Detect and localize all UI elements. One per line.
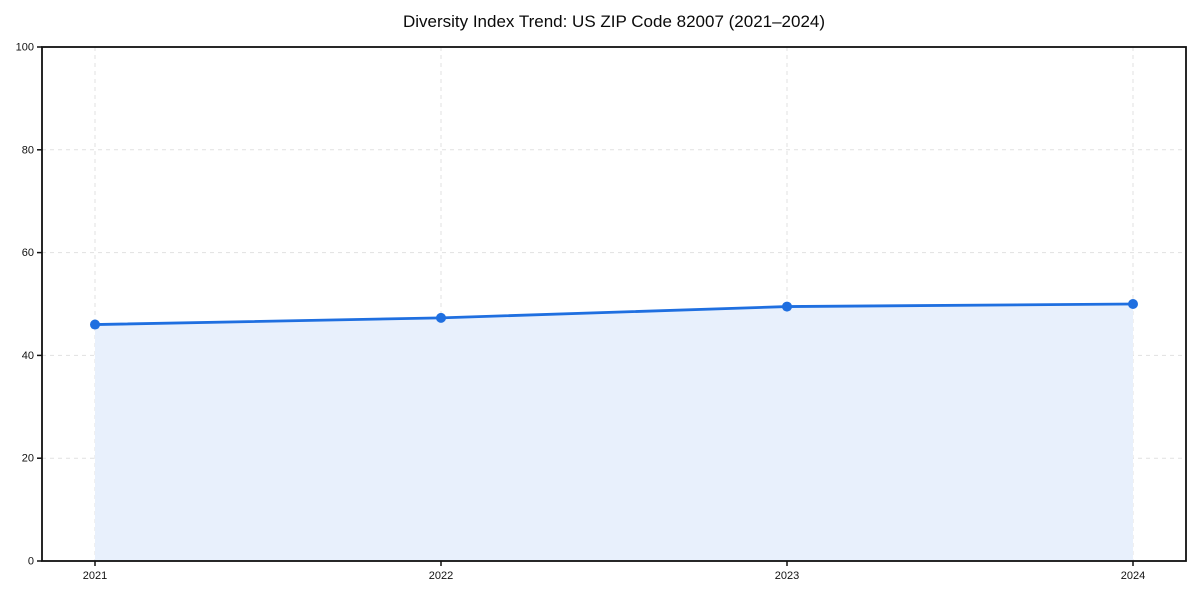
x-tick-label: 2023 <box>775 570 799 582</box>
plot-border <box>41 46 1187 562</box>
trend-line <box>93 302 1135 326</box>
x-tick-label: 2021 <box>83 570 107 582</box>
data-point-2023 <box>782 301 792 312</box>
data-point-2024 <box>1128 299 1138 309</box>
x-tick-label: 2022 <box>429 570 453 582</box>
y-tick-label: 100 <box>16 42 34 54</box>
y-tick-label: 80 <box>22 144 34 156</box>
x-tick-label: 2024 <box>1121 570 1145 582</box>
y-tick-label: 20 <box>22 453 34 465</box>
area-fill <box>95 304 1133 561</box>
y-tick-label: 0 <box>28 556 34 568</box>
y-tick-label: 60 <box>22 247 34 259</box>
y-tick-label: 40 <box>22 350 34 362</box>
chart-title: Diversity Index Trend: US ZIP Code 82007… <box>402 12 826 31</box>
data-point-2021 <box>90 319 100 330</box>
data-point-2022 <box>436 312 446 323</box>
